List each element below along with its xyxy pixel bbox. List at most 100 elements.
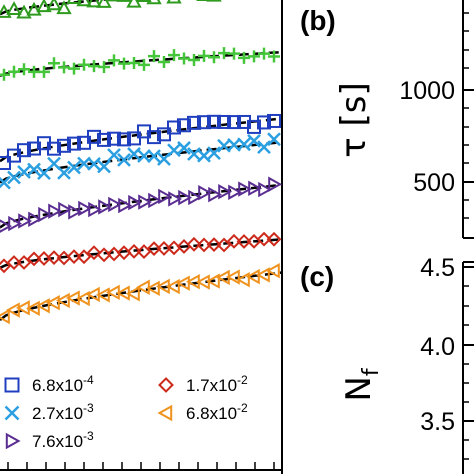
data-point — [138, 194, 153, 210]
data-point — [0, 156, 11, 171]
data-point — [125, 286, 140, 302]
data-point — [25, 300, 40, 316]
legend-item: 6.8x10-2 — [157, 401, 248, 423]
data-point — [205, 273, 220, 289]
data-point — [17, 165, 31, 179]
series-3 — [0, 132, 283, 190]
panel-b-ylabel: τ [s] — [334, 82, 374, 158]
data-point — [235, 271, 250, 288]
legend-item: 2.7x10-3 — [4, 401, 94, 423]
data-point — [207, 114, 221, 129]
data-point — [97, 132, 111, 147]
data-point — [228, 184, 243, 200]
data-point — [0, 219, 13, 233]
data-point — [0, 4, 12, 18]
data-point — [266, 231, 282, 247]
panel-c-ytick-4.0: 4.0 — [420, 333, 455, 361]
svg-text:Nf: Nf — [339, 367, 384, 401]
panel-c-label: (c) — [300, 261, 334, 292]
panel-b-ytick-500: 500 — [413, 169, 455, 197]
data-point — [255, 267, 270, 283]
data-point — [46, 0, 62, 11]
panel-b-label: (b) — [300, 5, 336, 36]
data-point — [247, 133, 261, 148]
data-point — [87, 129, 101, 144]
data-point — [177, 118, 191, 133]
data-point — [248, 180, 263, 197]
data-point — [98, 199, 113, 215]
data-point — [7, 170, 21, 185]
data-point — [267, 132, 281, 147]
data-point — [48, 203, 63, 219]
data-point — [86, 0, 102, 8]
data-point — [167, 143, 181, 158]
data-point — [8, 215, 23, 232]
fit-line — [0, 50, 283, 77]
data-point — [75, 290, 90, 307]
data-point — [66, 0, 82, 4]
data-point — [158, 55, 170, 68]
data-point — [107, 148, 121, 162]
legend-item: 6.8x10-4 — [4, 373, 94, 395]
data-point — [217, 114, 231, 129]
data-point — [157, 404, 173, 422]
data-point — [108, 196, 123, 213]
data-point — [6, 1, 22, 15]
data-point — [187, 115, 201, 130]
data-point — [225, 269, 240, 285]
panel-c-ytick-3.5: 3.5 — [420, 408, 455, 436]
data-point — [178, 52, 190, 65]
panel-a: 6.8x10-4 2.7x10-3 7.6x10-3 1.7x10-2 6.8x10-2 — [0, 0, 283, 474]
data-point — [137, 149, 151, 163]
data-point — [196, 237, 212, 253]
data-point — [4, 405, 20, 421]
panel-c: (c) 4.5 4.0 3.5 Nf — [300, 254, 474, 474]
data-point — [128, 194, 143, 211]
panel-c-ytick-4.5: 4.5 — [420, 254, 455, 282]
panel-a-x-ticks — [7, 462, 275, 470]
data-point — [197, 148, 211, 163]
data-point — [0, 68, 10, 81]
data-point — [248, 50, 260, 63]
data-point — [5, 432, 21, 450]
fit-line — [0, 183, 283, 229]
data-point — [16, 255, 32, 270]
data-point — [146, 0, 162, 5]
data-point — [245, 268, 260, 285]
data-point — [198, 185, 213, 201]
data-point — [268, 176, 283, 192]
data-point — [208, 186, 223, 203]
data-point — [78, 58, 90, 71]
data-point — [236, 234, 252, 249]
legend-label: 2.7x10-3 — [32, 401, 94, 423]
data-point — [267, 113, 281, 128]
panel-c-ytick-marks — [463, 266, 474, 460]
data-point — [88, 201, 103, 218]
data-point — [238, 181, 253, 197]
data-point — [46, 250, 62, 266]
data-point — [18, 63, 30, 76]
data-point — [87, 156, 101, 171]
panel-b-ytick-1000: 1000 — [399, 77, 455, 105]
data-point — [177, 141, 191, 155]
data-point — [258, 47, 270, 60]
data-point — [68, 62, 80, 75]
data-point — [265, 263, 280, 279]
data-point — [26, 251, 42, 267]
data-point — [197, 115, 211, 130]
data-point — [145, 280, 160, 296]
data-point — [256, 231, 272, 247]
panel-c-ylabel: Nf — [339, 367, 384, 401]
data-point — [158, 377, 174, 393]
fit-line — [0, 271, 283, 321]
data-point — [178, 189, 193, 206]
data-point — [207, 146, 221, 161]
data-point — [227, 115, 241, 130]
data-point — [268, 50, 280, 63]
data-point — [258, 181, 273, 198]
data-point — [166, 0, 182, 4]
legend-label: 6.8x10-4 — [32, 373, 94, 395]
data-point — [206, 237, 222, 253]
fit-line — [0, 238, 283, 269]
